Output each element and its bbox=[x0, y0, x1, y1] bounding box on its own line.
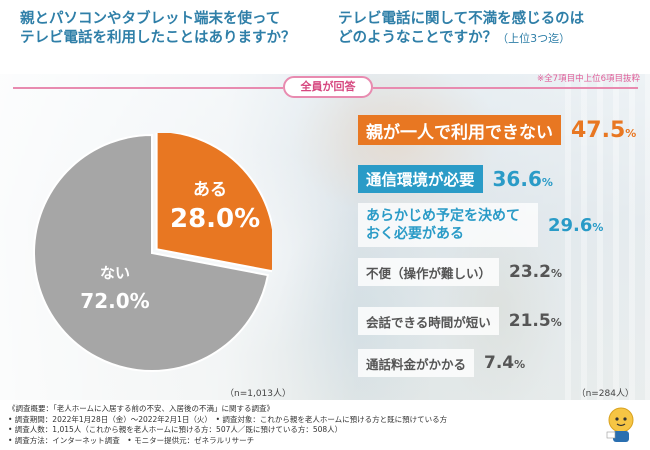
bar-value-unit: % bbox=[550, 267, 562, 280]
divider-left bbox=[13, 87, 283, 89]
left-question-line: 親とパソコンやタブレット端末を使って bbox=[20, 11, 281, 27]
pie-slice-no bbox=[33, 133, 270, 372]
left-question-line: テレビ電話を利用したことはありますか？ bbox=[20, 30, 296, 46]
bar-value: 23.2% bbox=[509, 262, 562, 282]
pie-slice-yes bbox=[155, 133, 272, 273]
right-question-line: どのようなことですか？（上位3つ迄） bbox=[338, 29, 638, 48]
pie-sample-size: （n=1,013人） bbox=[225, 389, 292, 399]
bar-item: 通話料金がかかる 7.4% bbox=[358, 349, 525, 377]
bar-value-number: 23.2 bbox=[509, 262, 551, 282]
divider-right bbox=[373, 87, 638, 89]
pie-label-yes-name: ある bbox=[193, 180, 227, 200]
footer-line: 《調査概要：「老人ホームに入居する前の不安、入居後の不満」に関する調査》 bbox=[8, 404, 275, 413]
bar-value-number: 47.5 bbox=[571, 117, 626, 143]
left-question: 親とパソコンやタブレット端末を使って テレビ電話を利用したことはありますか？ bbox=[20, 10, 320, 48]
bar-item: 通信環境が必要 36.6% bbox=[358, 165, 553, 193]
bar-value-number: 21.5 bbox=[508, 311, 551, 331]
pie-label-no-name: ない bbox=[99, 264, 130, 282]
bar-value-unit: % bbox=[541, 176, 553, 189]
survey-footer: 《調査概要：「老人ホームに入居する前の不安、入居後の不満」に関する調査》 • 調… bbox=[8, 404, 598, 446]
bar-value-number: 36.6 bbox=[492, 167, 542, 191]
footer-line: • 調査方法：インターネット調査 • モニター提供元：ゼネラルリサーチ bbox=[8, 435, 255, 445]
bar-value-unit: % bbox=[625, 126, 637, 140]
bar-item: 親が一人で利用できない 47.5% bbox=[358, 115, 636, 145]
bar-value-number: 7.4 bbox=[484, 353, 515, 373]
bar-value: 36.6% bbox=[493, 167, 553, 191]
bar-value: 7.4% bbox=[484, 353, 525, 373]
bar-value-number: 29.6 bbox=[548, 214, 593, 236]
footer-line: • 調査期間：2022年1月28日（金）～2022年2月1日（火） • 調査対象… bbox=[8, 414, 448, 424]
footer-line: • 調査人数：1,015人（これから親を老人ホームに預ける方：507人／既に預け… bbox=[8, 425, 343, 435]
bar-value: 21.5% bbox=[509, 311, 562, 331]
mascot-icon bbox=[606, 407, 634, 442]
right-question-line: テレビ電話に関して不満を感じるのは bbox=[338, 11, 585, 27]
pie-label-yes: ある 28.0% bbox=[170, 175, 261, 234]
background-window-blinds bbox=[555, 70, 650, 400]
bar-value-unit: % bbox=[592, 220, 604, 234]
bar-item: 会話できる時間が短い 21.5% bbox=[358, 307, 562, 335]
pie-label-no-value: 72.0% bbox=[80, 289, 150, 313]
right-question-sub: （上位3つ迄） bbox=[497, 32, 571, 45]
bar-value: 29.6% bbox=[548, 215, 603, 236]
bar-label: 通話料金がかかる bbox=[358, 349, 475, 377]
bar-value: 47.5% bbox=[571, 118, 636, 143]
bar-sample-size: （n=284人） bbox=[576, 389, 634, 399]
bar-label: 親が一人で利用できない bbox=[358, 115, 561, 145]
bar-item: あらかじめ予定を決めておく必要がある 29.6% bbox=[358, 203, 603, 247]
header-band bbox=[0, 64, 650, 74]
bar-label: 不便（操作が難しい） bbox=[358, 258, 500, 286]
items-note: ※全7項目中上位6項目抜粋 bbox=[537, 74, 640, 84]
bar-label: 会話できる時間が短い bbox=[358, 307, 499, 335]
bar-item: 不便（操作が難しい） 23.2% bbox=[358, 258, 562, 286]
bar-value-unit: % bbox=[550, 316, 562, 329]
right-question-text: どのようなことですか？ bbox=[338, 30, 498, 46]
right-question: テレビ電話に関して不満を感じるのは どのようなことですか？（上位3つ迄） bbox=[338, 10, 638, 48]
pie-chart bbox=[33, 133, 272, 372]
respondent-badge: 全員が回答 bbox=[283, 76, 373, 98]
bar-label: 通信環境が必要 bbox=[358, 165, 483, 193]
bar-value-unit: % bbox=[514, 358, 526, 371]
bar-label: あらかじめ予定を決めておく必要がある bbox=[358, 203, 538, 247]
pie-label-yes-value: 28.0% bbox=[170, 204, 261, 234]
pie-label-no: ない 72.0% bbox=[75, 262, 155, 313]
